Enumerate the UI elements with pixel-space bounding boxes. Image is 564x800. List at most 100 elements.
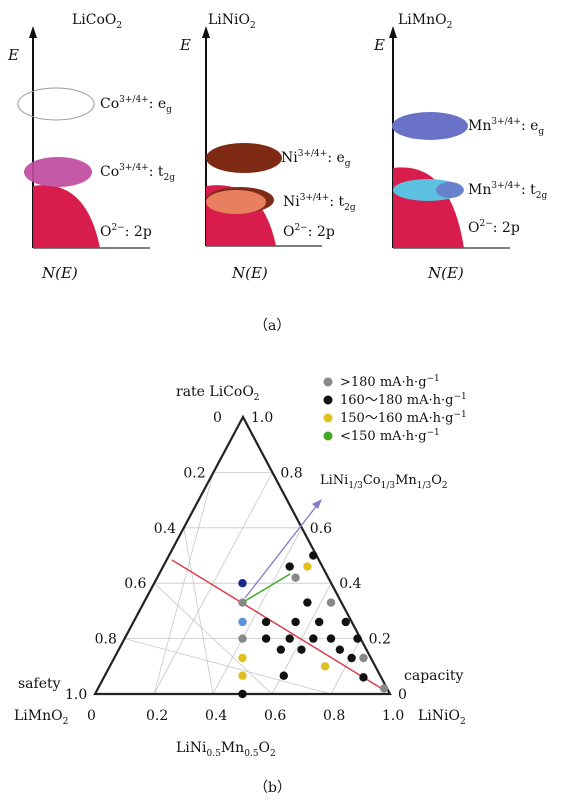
data-point xyxy=(238,689,247,699)
data-point xyxy=(238,634,247,643)
legend-marker xyxy=(323,413,333,423)
data-point xyxy=(347,653,356,663)
data-point xyxy=(238,617,247,627)
label-co-t2g: Co3+/4+: t2g xyxy=(100,163,175,183)
tick-label-left: 0.6 xyxy=(124,576,146,592)
column-licoo2: LiCoO2 E Co3+/4+: eg Co3+/4+: t2g O2−: 2… xyxy=(7,12,175,282)
trend-line-red xyxy=(171,559,385,691)
legend: >180 mA·h·g−1 160～180 mA·h·g−1 150～160 mA·… xyxy=(323,374,467,444)
axis-x-label: N(E) xyxy=(427,264,464,282)
t2g-band-shape xyxy=(24,157,92,187)
panel-a: LiCoO2 E Co3+/4+: eg Co3+/4+: t2g O2−: 2… xyxy=(7,12,547,334)
grid-line xyxy=(183,527,214,695)
data-point xyxy=(309,634,318,643)
data-point xyxy=(285,562,294,571)
tick-label-right: 0.2 xyxy=(369,632,391,648)
data-point xyxy=(238,579,247,588)
panel-b: rate LiCoO2 >180 mA·h·g−1 160～180 mA·h·g−… xyxy=(14,374,467,796)
data-point xyxy=(326,634,336,643)
data-point xyxy=(303,562,312,571)
vertex-left-name: LiMnO2 xyxy=(14,708,68,727)
data-point xyxy=(326,598,336,607)
legend-marker xyxy=(323,395,333,405)
tick-label-right: 0.6 xyxy=(310,521,332,537)
label-oxygen-2p: O2−: 2p xyxy=(100,223,152,240)
data-points xyxy=(238,551,389,699)
title-limno2: LiMnO2 xyxy=(398,12,452,31)
tick-label-bottom: 0 xyxy=(87,708,96,724)
caption-a: （a） xyxy=(254,318,290,334)
vertex-right-name: LiNiO2 xyxy=(418,708,466,727)
tick-label-left: 0.8 xyxy=(95,632,117,648)
grid-line xyxy=(153,582,273,695)
data-point xyxy=(335,645,345,654)
data-point xyxy=(303,598,312,607)
ternary-triangle xyxy=(93,414,392,696)
axis-x-label: N(E) xyxy=(231,264,268,282)
data-point xyxy=(379,684,389,693)
t2g-band-tail xyxy=(436,182,464,198)
legend-label: 150～160 mA·h·g−1 xyxy=(340,410,467,426)
label-ni-eg: Ni3+/4+: eg xyxy=(281,149,351,169)
axis-y-label: E xyxy=(373,36,385,54)
title-linio2: LiNiO2 xyxy=(208,12,256,31)
vertex-top-label: rate LiCoO2 xyxy=(176,384,260,403)
caption-b: （b） xyxy=(254,780,291,796)
tick-label-bottom: 0.4 xyxy=(205,708,227,724)
eg-band-shape xyxy=(392,112,468,140)
data-point xyxy=(291,617,300,627)
data-point xyxy=(359,653,368,663)
tick-label-right: 1.0 xyxy=(251,410,273,426)
data-point xyxy=(291,573,300,582)
oxygen-band-shape xyxy=(33,185,100,248)
tick-label-left: 0 xyxy=(213,410,222,426)
data-point xyxy=(353,634,362,643)
trend-line-green xyxy=(244,573,291,602)
tick-label-bottom: 0.2 xyxy=(146,708,168,724)
axis-arrowhead xyxy=(389,26,397,38)
data-point xyxy=(320,662,330,671)
legend-label: >180 mA·h·g−1 xyxy=(340,374,440,390)
vertex-right-label: capacity xyxy=(404,668,463,684)
eg-band-shape xyxy=(206,143,282,173)
data-point xyxy=(238,653,247,663)
label-oxygen-2p: O2−: 2p xyxy=(283,223,335,240)
legend-marker xyxy=(323,377,333,387)
label-mn-t2g: Mn3+/4+: t2g xyxy=(468,181,547,201)
data-point xyxy=(261,634,271,643)
bottom-mid-name: LiNi0.5Mn0.5O2 xyxy=(176,740,276,759)
column-linio2: LiNiO2 E Ni3+/4+: eg Ni3+/4+: t2g O2−: 2… xyxy=(179,12,356,282)
eg-band-shape xyxy=(17,87,95,121)
data-point xyxy=(359,673,368,682)
t2g-band-shape xyxy=(206,190,266,214)
tick-label-bottom: 0.8 xyxy=(323,708,345,724)
legend-marker xyxy=(323,431,333,441)
axis-arrowhead xyxy=(29,26,37,38)
arrow-label: LiNi1/3Co1/3Mn1/3O2 xyxy=(320,473,448,491)
arrow-line xyxy=(244,503,319,599)
column-limno2: LiMnO2 E Mn3+/4+: eg Mn3+/4+: t2g O2−: 2… xyxy=(373,12,547,282)
tick-label-right: 0.8 xyxy=(280,465,302,481)
arrow-head xyxy=(312,499,322,509)
vertex-left-label: safety xyxy=(18,676,61,692)
axis-y-label: E xyxy=(179,36,191,54)
label-ni-t2g: Ni3+/4+: t2g xyxy=(283,193,356,213)
label-oxygen-2p: O2−: 2p xyxy=(468,219,520,236)
tick-label-right: 0.4 xyxy=(339,576,361,592)
tick-label-left: 1.0 xyxy=(65,687,87,703)
data-point xyxy=(261,617,271,627)
legend-label: <150 mA·h·g−1 xyxy=(340,428,440,444)
tick-label-right: 0 xyxy=(398,687,407,703)
title-licoo2: LiCoO2 xyxy=(72,12,122,31)
label-co-eg: Co3+/4+: eg xyxy=(100,95,172,115)
tick-labels: 0 0.2 0.4 0.6 0.8 1.0 1.0 0.8 0.6 0.4 0.2 0 0 0.2 0.4 0… xyxy=(65,410,407,724)
data-point xyxy=(238,598,247,607)
legend-label: 160～180 mA·h·g−1 xyxy=(340,392,467,408)
data-point xyxy=(279,671,288,680)
tick-label-left: 0.2 xyxy=(183,465,205,481)
data-point xyxy=(315,617,324,627)
grid-line xyxy=(124,638,332,695)
label-mn-eg: Mn3+/4+: eg xyxy=(468,117,544,137)
data-point xyxy=(309,551,318,560)
